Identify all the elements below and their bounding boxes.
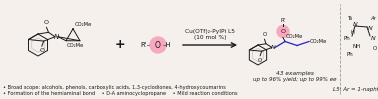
Text: NH: NH <box>353 43 361 49</box>
Text: R': R' <box>280 18 286 22</box>
Text: 43 examples: 43 examples <box>276 71 314 77</box>
Text: CO₂Me: CO₂Me <box>75 22 92 27</box>
Text: Ar: Ar <box>370 17 376 21</box>
Text: H: H <box>350 30 354 34</box>
Text: up to 96% yield; up to 99% ee: up to 96% yield; up to 99% ee <box>253 78 337 82</box>
Text: O: O <box>280 29 285 34</box>
Text: (10 mol %): (10 mol %) <box>194 36 226 40</box>
Text: • Broad scope: alcohols, phenols, carboxylic acids, 1,3-cyclodiones, 4-hydroxyco: • Broad scope: alcohols, phenols, carbox… <box>3 85 226 89</box>
Text: N: N <box>353 21 357 27</box>
Text: Ph: Ph <box>347 51 353 57</box>
Text: CO₂Me: CO₂Me <box>67 43 84 48</box>
Text: CO₂Me: CO₂Me <box>310 39 327 44</box>
Text: Cu(OTf)₂-PyIPi L5: Cu(OTf)₂-PyIPi L5 <box>185 30 235 34</box>
Text: O: O <box>262 32 266 37</box>
Text: O: O <box>373 47 377 51</box>
Text: O: O <box>155 40 161 50</box>
Circle shape <box>150 37 166 53</box>
Text: O: O <box>44 20 49 25</box>
Text: N: N <box>271 45 275 50</box>
Text: N: N <box>53 34 59 40</box>
Text: O: O <box>39 48 44 53</box>
Text: Ph: Ph <box>344 36 350 40</box>
Circle shape <box>277 26 289 38</box>
Text: Ts: Ts <box>347 17 353 21</box>
Text: • Formation of the hemiaminal bond    • D-A aminocyclopropane    • Mild reaction: • Formation of the hemiaminal bond • D-A… <box>3 91 237 97</box>
Text: CO₂Me: CO₂Me <box>286 34 304 40</box>
Text: R'–: R'– <box>140 42 150 48</box>
Text: N: N <box>371 37 375 41</box>
Text: –H: –H <box>163 42 171 48</box>
Text: O: O <box>258 58 262 63</box>
Text: +: + <box>115 39 125 51</box>
Text: N: N <box>368 27 372 31</box>
Text: L5: Ar = 1-naphthyl: L5: Ar = 1-naphthyl <box>333 87 378 91</box>
